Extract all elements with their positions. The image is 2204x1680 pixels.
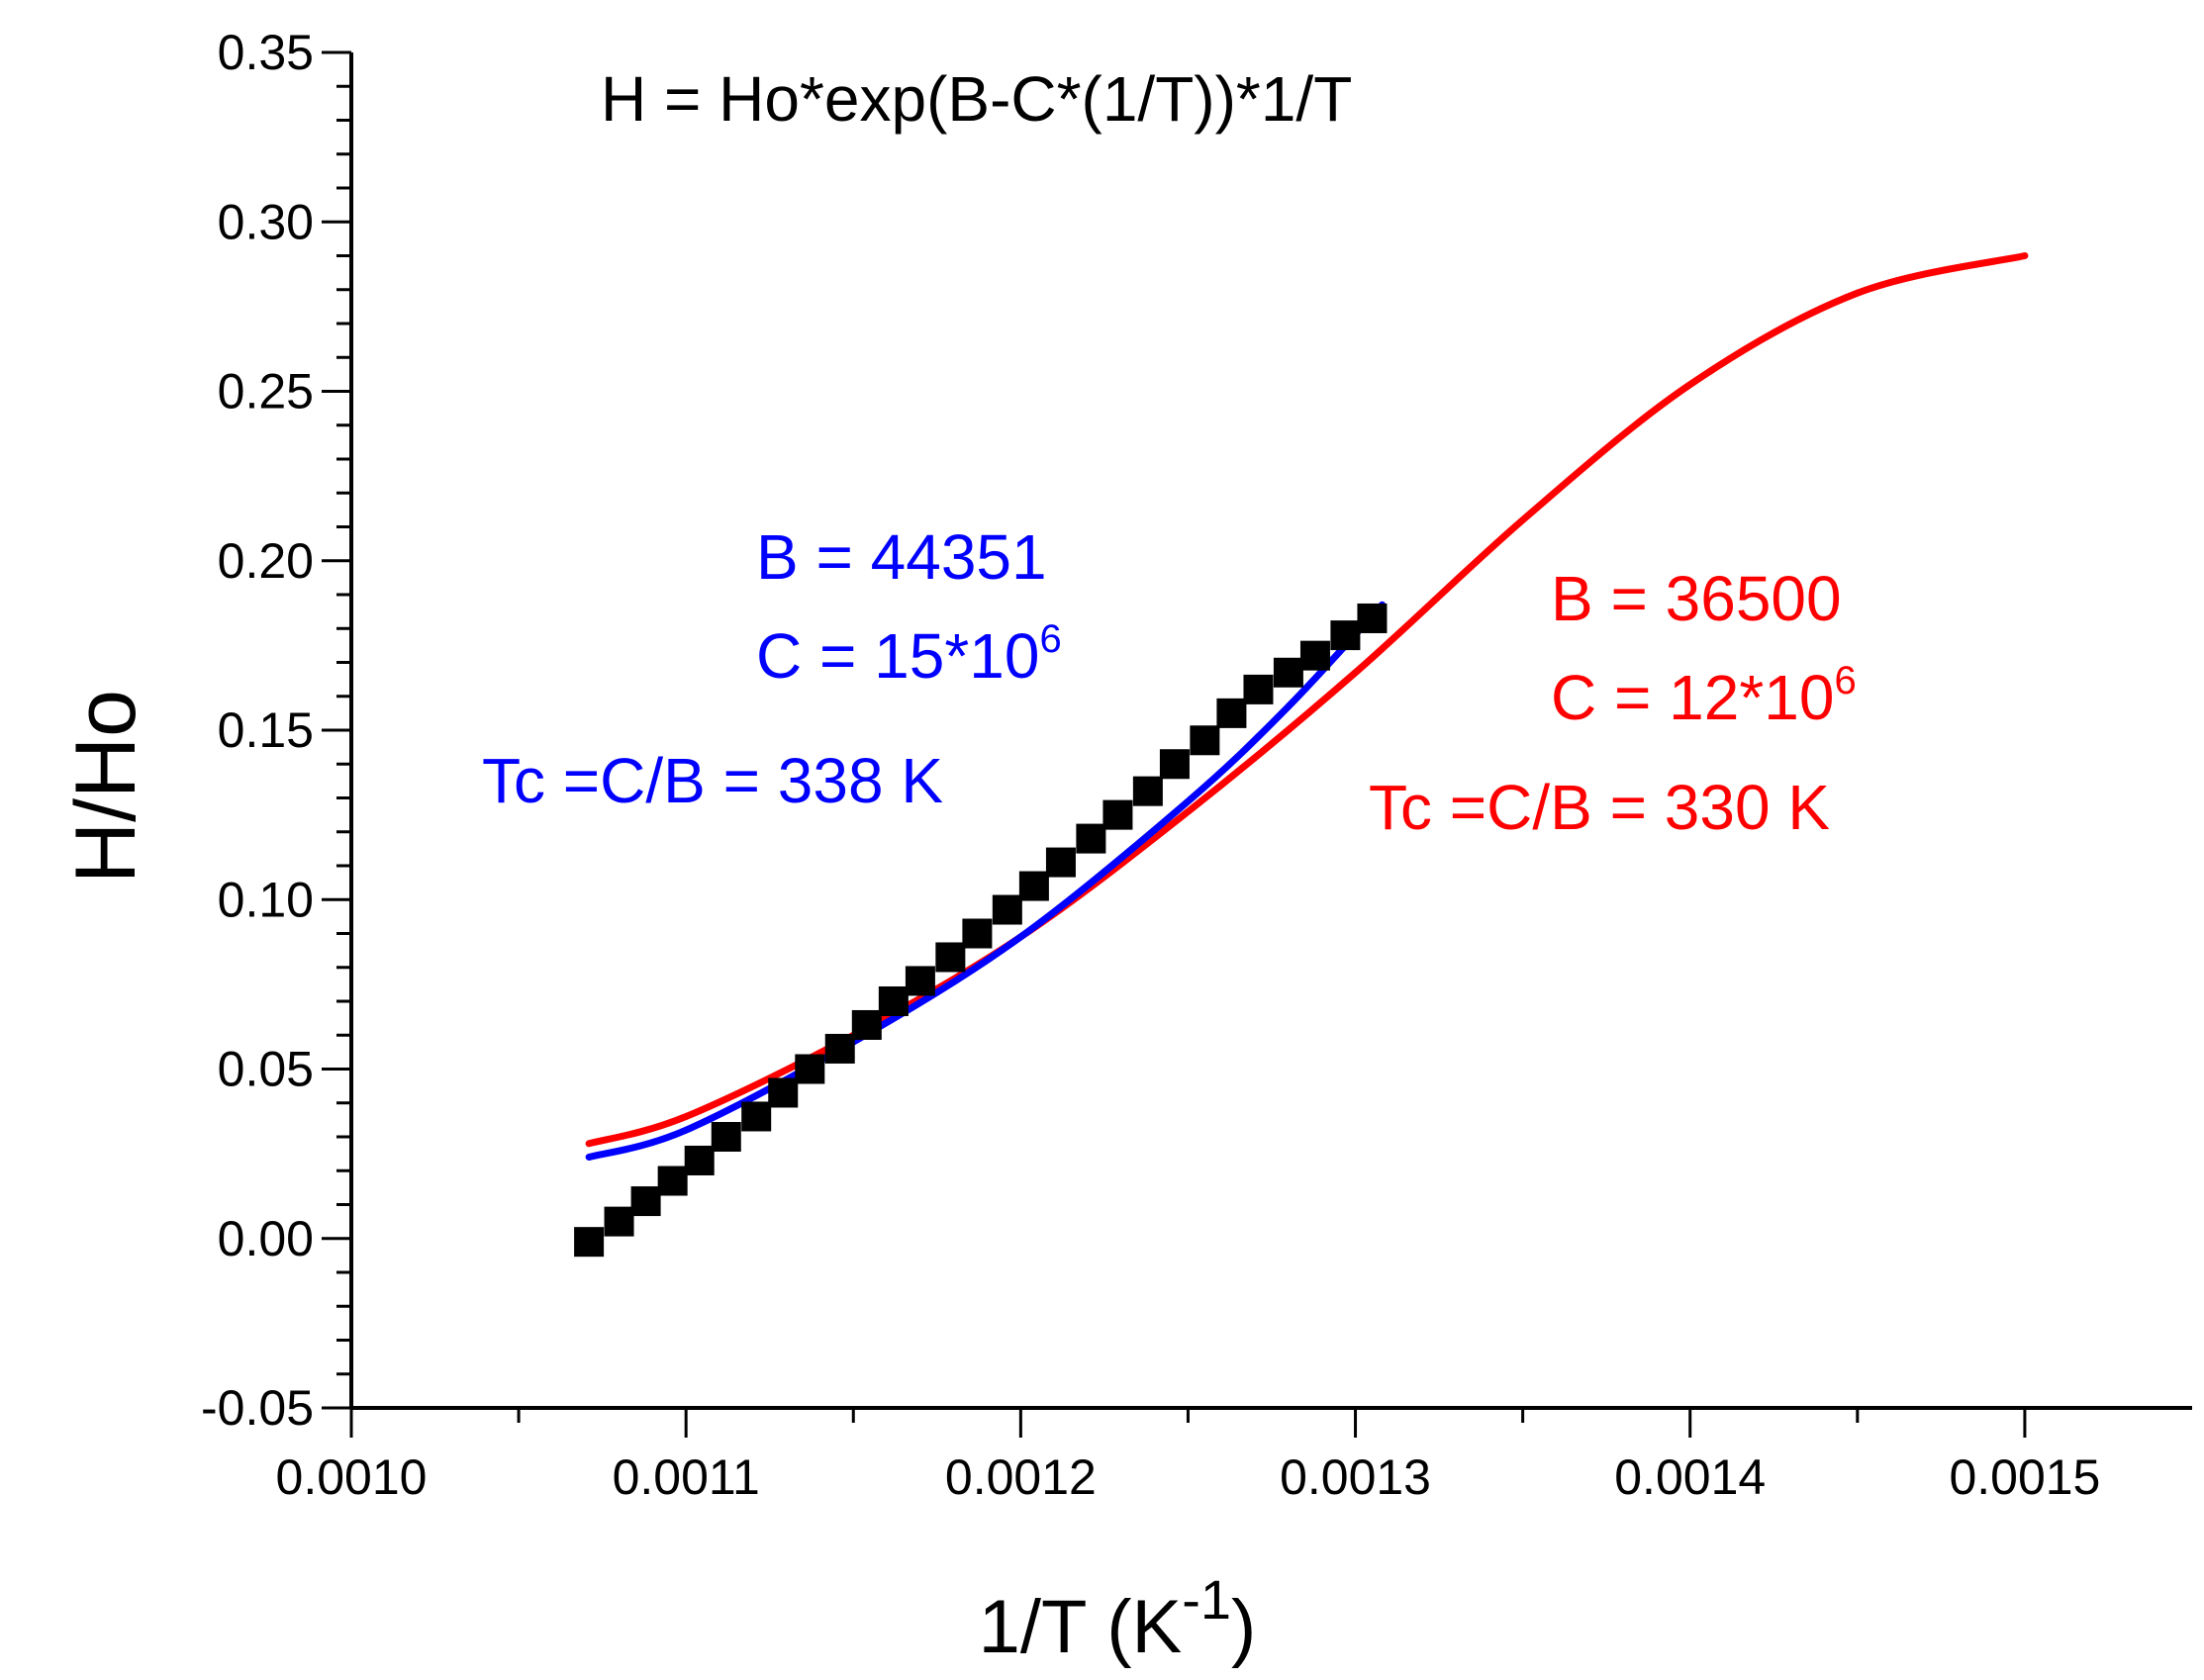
y-tick-label: 0.05 <box>218 1042 314 1097</box>
blue-c-exponent: 6 <box>1039 617 1061 661</box>
red-c-annotation: C = 12*106 <box>1551 659 1857 733</box>
y-tick-label: 0.20 <box>218 533 314 589</box>
data-point <box>992 894 1022 925</box>
data-point <box>962 918 993 949</box>
red-b-annotation: B = 36500 <box>1551 563 1842 634</box>
series-layer <box>574 252 2029 1258</box>
data-point <box>574 1227 605 1258</box>
data-point <box>1243 674 1274 704</box>
y-tick-label: 0.30 <box>218 194 314 249</box>
data-point <box>768 1077 799 1108</box>
data-point <box>684 1145 715 1175</box>
x-axis-title-sup: -1 <box>1182 1568 1231 1631</box>
axes: -0.05 0.00 0.05 0.10 0.15 0.20 0.25 0.30 0.35 0.0… <box>201 25 2192 1505</box>
data-point <box>1076 823 1106 854</box>
red-tc-annotation: Tc =C/B = 330 K <box>1369 772 1830 843</box>
data-point <box>1299 640 1330 671</box>
x-axis-title: 1/T (K-1) <box>979 1568 1257 1669</box>
data-point <box>741 1101 772 1132</box>
x-axis-title-main: 1/T (K <box>979 1585 1183 1669</box>
y-tick-label: 0.00 <box>218 1211 314 1266</box>
blue-b-annotation: B = 44351 <box>756 521 1047 593</box>
data-point <box>878 986 909 1016</box>
data-point <box>604 1206 634 1237</box>
x-tick-label: 0.0014 <box>1614 1449 1766 1505</box>
y-axis-title: H/Ho <box>58 690 153 884</box>
x-tick-label: 0.0012 <box>945 1449 1097 1505</box>
data-point <box>851 1009 882 1040</box>
y-tick-label: -0.05 <box>201 1380 314 1436</box>
y-tick-label: 0.10 <box>218 872 314 927</box>
data-point <box>1045 847 1076 878</box>
data-point <box>1159 749 1190 780</box>
data-point <box>1273 657 1303 688</box>
data-point <box>935 942 966 973</box>
data-point <box>1132 776 1163 806</box>
blue-tc-annotation: Tc =C/B = 338 K <box>482 745 943 816</box>
data-point <box>1330 620 1361 651</box>
red-c-text: C = 12*10 <box>1551 662 1834 733</box>
formula-annotation: H = Ho*exp(B-C*(1/T))*1/T <box>601 63 1352 135</box>
y-tick-label: 0.25 <box>218 364 314 420</box>
data-point <box>711 1122 741 1152</box>
x-tick-label: 0.0015 <box>1949 1449 2100 1505</box>
x-tick-label: 0.0011 <box>613 1449 760 1505</box>
data-point <box>795 1054 825 1084</box>
data-point <box>1190 725 1220 756</box>
data-point <box>1018 871 1049 901</box>
data-point <box>1357 603 1388 633</box>
blue-c-annotation: C = 15*106 <box>756 617 1062 692</box>
y-tick-label: 0.15 <box>218 702 314 758</box>
blue-fit-line <box>585 601 1387 1161</box>
red-c-exponent: 6 <box>1834 659 1856 702</box>
data-point <box>657 1166 688 1196</box>
y-tick-label: 0.35 <box>218 25 314 80</box>
x-tick-label: 0.0010 <box>276 1449 428 1505</box>
x-axis-title-close: ) <box>1231 1585 1256 1669</box>
data-point <box>630 1186 661 1217</box>
data-point <box>824 1033 855 1064</box>
data-point <box>1102 799 1133 830</box>
x-tick-label: 0.0013 <box>1280 1449 1431 1505</box>
blue-c-text: C = 15*10 <box>756 620 1039 692</box>
data-point <box>1216 698 1247 728</box>
data-point <box>905 966 935 996</box>
